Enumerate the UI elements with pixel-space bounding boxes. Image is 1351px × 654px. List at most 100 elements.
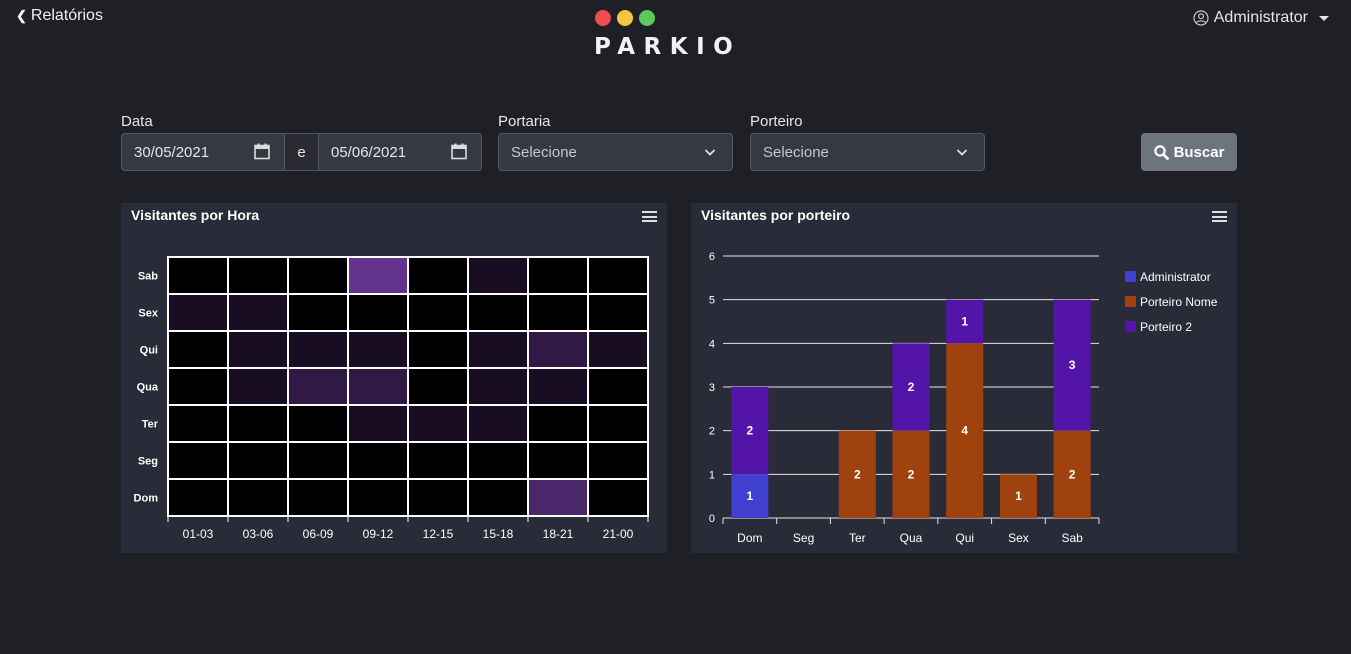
heatmap-x-label: 21-00 — [603, 527, 634, 541]
heatmap-cell — [227, 441, 289, 480]
heatmap-cell — [587, 478, 649, 517]
bar-segment — [999, 474, 1037, 518]
bar-x-label: Ter — [849, 531, 866, 545]
porteiro-select-value: Selecione — [763, 143, 829, 161]
heatmap-cell — [347, 404, 409, 443]
heatmap-cell — [587, 293, 649, 332]
bar-segment — [1053, 299, 1091, 431]
bar-segment — [731, 387, 769, 475]
heatmap-cell — [407, 441, 469, 480]
heatmap-cell — [407, 256, 469, 295]
bar-data-label: 1 — [961, 315, 968, 329]
heatmap-x-label: 09-12 — [363, 527, 394, 541]
heatmap-x-label: 15-18 — [483, 527, 514, 541]
bar-segment — [946, 299, 984, 344]
heatmap-panel: Visitantes por Hora Sab Sex Qui Qua Ter Seg Do… — [121, 203, 667, 553]
heatmap-cell — [167, 367, 229, 406]
bar-x-label: Qui — [955, 531, 974, 545]
heatmap-cell — [287, 330, 349, 369]
heatmap-cell — [587, 367, 649, 406]
heatmap-y-label: Sab — [138, 271, 158, 283]
back-link-label: Relatórios — [30, 7, 103, 24]
porteiro-label: Porteiro — [750, 113, 803, 130]
legend-swatch — [1125, 296, 1136, 307]
portaria-label: Portaria — [498, 113, 551, 130]
bar-data-label: 2 — [1069, 467, 1076, 481]
heatmap-menu-icon[interactable] — [642, 211, 657, 222]
heatmap-cell — [407, 330, 469, 369]
bar-y-label: 2 — [709, 426, 715, 438]
logo-word: PARKIO — [594, 34, 742, 60]
bar-segment — [892, 430, 930, 518]
bar-y-label: 0 — [709, 513, 715, 525]
heatmap-x-label: 01-03 — [183, 527, 214, 541]
heatmap-y-label: Qua — [137, 382, 159, 394]
portaria-select[interactable]: Selecione — [498, 133, 733, 171]
heatmap-y-label: Seg — [138, 456, 158, 468]
legend-label: Porteiro 2 — [1140, 320, 1192, 334]
heatmap-cell — [227, 330, 289, 369]
chevron-down-icon — [704, 149, 716, 156]
heatmap-cell — [527, 404, 589, 443]
search-button-label: Buscar — [1173, 143, 1225, 161]
heatmap-cell — [467, 293, 529, 332]
calendar-icon[interactable] — [254, 143, 270, 160]
bar-chart-panel: Visitantes por porteiro 0 1 2 3 4 5 6 1 2 Dom Seg 2… — [691, 203, 1237, 553]
back-link[interactable]: ❮ Relatórios — [16, 7, 103, 25]
heatmap-cell — [227, 404, 289, 443]
bar-x-label: Sab — [1061, 531, 1083, 545]
bar-y-label: 5 — [709, 295, 715, 307]
bar-segment — [838, 430, 876, 518]
date-from-input[interactable]: 30/05/2021 — [121, 133, 285, 171]
date-to-input[interactable]: 05/06/2021 — [318, 133, 482, 171]
heatmap-cell — [227, 367, 289, 406]
heatmap-cell — [407, 367, 469, 406]
bar-segment — [731, 474, 769, 518]
bar-y-label: 4 — [709, 338, 715, 350]
bar-x-label: Dom — [737, 531, 762, 545]
bar-data-label: 4 — [961, 424, 968, 438]
bar-data-label: 2 — [747, 424, 754, 438]
bar-chart-menu-icon[interactable] — [1212, 211, 1227, 222]
heatmap-cell — [167, 441, 229, 480]
heatmap-cell — [227, 293, 289, 332]
heatmap-cell — [167, 478, 229, 517]
heatmap-cell — [467, 478, 529, 517]
chevron-down-icon — [956, 149, 968, 156]
logo-dot-red — [595, 10, 611, 26]
heatmap-cell — [347, 367, 409, 406]
bar-y-label: 3 — [709, 382, 715, 394]
heatmap-cell — [287, 478, 349, 517]
heatmap-x-label: 06-09 — [303, 527, 334, 541]
heatmap-cell — [167, 293, 229, 332]
bar-data-label: 2 — [908, 467, 915, 481]
heatmap-cell — [467, 441, 529, 480]
heatmap-cell — [167, 330, 229, 369]
bar-segment — [1053, 430, 1091, 518]
heatmap-cell — [227, 256, 289, 295]
bar-data-label: 2 — [908, 380, 915, 394]
heatmap-cell — [587, 330, 649, 369]
logo-dot-yellow — [617, 10, 633, 26]
heatmap-cell — [287, 256, 349, 295]
heatmap-y-label: Qui — [140, 345, 158, 357]
bar-segment — [892, 343, 930, 431]
heatmap-cell — [587, 441, 649, 480]
bar-data-label: 2 — [854, 467, 861, 481]
heatmap-cell — [467, 404, 529, 443]
heatmap-y-label: Ter — [142, 419, 159, 431]
calendar-icon[interactable] — [451, 143, 467, 160]
heatmap-cell — [287, 367, 349, 406]
heatmap-y-label: Dom — [134, 493, 159, 505]
user-menu[interactable]: Administrator — [1193, 9, 1329, 27]
user-circle-icon — [1193, 10, 1209, 26]
bar-y-label: 1 — [709, 469, 715, 481]
heatmap-x-label: 03-06 — [243, 527, 274, 541]
date-range-separator: e — [285, 133, 318, 171]
porteiro-select[interactable]: Selecione — [750, 133, 985, 171]
date-to-value: 05/06/2021 — [331, 143, 407, 161]
search-button[interactable]: Buscar — [1141, 133, 1237, 171]
heatmap-cell — [347, 478, 409, 517]
legend-label: Porteiro Nome — [1140, 295, 1218, 309]
logo: PARKIO — [594, 10, 764, 66]
